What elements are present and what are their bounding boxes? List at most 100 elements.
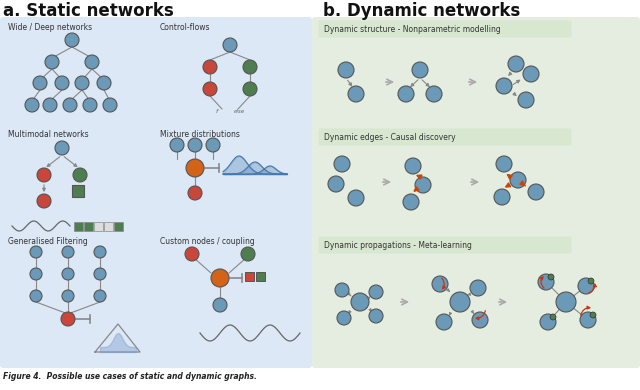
- Text: f: f: [216, 109, 218, 114]
- Circle shape: [432, 276, 448, 292]
- Circle shape: [523, 66, 539, 82]
- Circle shape: [550, 314, 556, 320]
- Circle shape: [588, 278, 594, 284]
- Circle shape: [338, 62, 354, 78]
- Circle shape: [556, 292, 576, 312]
- Circle shape: [45, 55, 59, 69]
- Bar: [72, 185, 84, 197]
- Circle shape: [415, 177, 431, 193]
- Circle shape: [337, 311, 351, 325]
- FancyBboxPatch shape: [319, 128, 572, 145]
- Circle shape: [243, 82, 257, 96]
- Bar: [104, 222, 113, 231]
- Circle shape: [203, 60, 217, 74]
- Circle shape: [55, 76, 69, 90]
- Circle shape: [243, 60, 257, 74]
- Text: a. Static networks: a. Static networks: [3, 2, 173, 20]
- Circle shape: [63, 98, 77, 112]
- Circle shape: [62, 268, 74, 280]
- Circle shape: [37, 194, 51, 208]
- Circle shape: [73, 168, 87, 182]
- Text: Multimodal networks: Multimodal networks: [8, 130, 88, 139]
- Circle shape: [55, 141, 69, 155]
- Circle shape: [578, 278, 594, 294]
- Circle shape: [103, 98, 117, 112]
- Text: Custom nodes / coupling: Custom nodes / coupling: [160, 237, 255, 246]
- Circle shape: [30, 268, 42, 280]
- FancyBboxPatch shape: [0, 17, 312, 368]
- Circle shape: [188, 138, 202, 152]
- Circle shape: [450, 292, 470, 312]
- Circle shape: [369, 285, 383, 299]
- Bar: [74, 222, 83, 231]
- Circle shape: [540, 314, 556, 330]
- Text: Dynamic edges - Causal discovery: Dynamic edges - Causal discovery: [324, 133, 456, 142]
- Circle shape: [348, 86, 364, 102]
- Circle shape: [203, 82, 217, 96]
- Circle shape: [398, 86, 414, 102]
- Circle shape: [412, 62, 428, 78]
- Text: Generalised Filtering: Generalised Filtering: [8, 237, 88, 246]
- Circle shape: [75, 76, 89, 90]
- Circle shape: [508, 56, 524, 72]
- Circle shape: [213, 298, 227, 312]
- Circle shape: [94, 268, 106, 280]
- Circle shape: [33, 76, 47, 90]
- Circle shape: [25, 98, 39, 112]
- Circle shape: [472, 312, 488, 328]
- Text: Mixture distributions: Mixture distributions: [160, 130, 240, 139]
- Circle shape: [185, 247, 199, 261]
- Circle shape: [426, 86, 442, 102]
- FancyBboxPatch shape: [319, 236, 572, 254]
- Circle shape: [188, 186, 202, 200]
- Circle shape: [94, 246, 106, 258]
- Circle shape: [206, 138, 220, 152]
- Circle shape: [83, 98, 97, 112]
- Text: Wide / Deep networks: Wide / Deep networks: [8, 23, 92, 32]
- FancyBboxPatch shape: [312, 17, 640, 368]
- Text: Control-flows: Control-flows: [160, 23, 211, 32]
- Circle shape: [241, 247, 255, 261]
- Circle shape: [335, 283, 349, 297]
- Circle shape: [470, 280, 486, 296]
- Circle shape: [528, 184, 544, 200]
- Bar: [84, 222, 93, 231]
- Circle shape: [170, 138, 184, 152]
- Circle shape: [496, 78, 512, 94]
- Circle shape: [403, 194, 419, 210]
- Circle shape: [223, 38, 237, 52]
- Circle shape: [61, 312, 75, 326]
- Circle shape: [62, 290, 74, 302]
- Circle shape: [65, 33, 79, 47]
- Circle shape: [85, 55, 99, 69]
- Circle shape: [494, 189, 510, 205]
- Circle shape: [580, 312, 596, 328]
- FancyBboxPatch shape: [319, 21, 572, 37]
- Bar: [256, 272, 265, 281]
- Circle shape: [334, 156, 350, 172]
- Bar: [94, 222, 103, 231]
- Circle shape: [510, 172, 526, 188]
- Bar: [114, 222, 123, 231]
- Text: b. Dynamic networks: b. Dynamic networks: [323, 2, 520, 20]
- Circle shape: [97, 76, 111, 90]
- Circle shape: [30, 290, 42, 302]
- Circle shape: [62, 246, 74, 258]
- Circle shape: [538, 274, 554, 290]
- Circle shape: [518, 92, 534, 108]
- Text: Dynamic propagations - Meta-learning: Dynamic propagations - Meta-learning: [324, 241, 472, 250]
- Circle shape: [436, 314, 452, 330]
- Circle shape: [328, 176, 344, 192]
- Circle shape: [548, 274, 554, 280]
- Circle shape: [351, 293, 369, 311]
- Circle shape: [43, 98, 57, 112]
- Circle shape: [30, 246, 42, 258]
- Circle shape: [186, 159, 204, 177]
- Circle shape: [496, 156, 512, 172]
- Circle shape: [211, 269, 229, 287]
- Circle shape: [94, 290, 106, 302]
- Circle shape: [590, 312, 596, 318]
- Circle shape: [369, 309, 383, 323]
- Text: Figure 4.  Possible use cases of static and dynamic graphs.: Figure 4. Possible use cases of static a…: [3, 372, 257, 381]
- Circle shape: [405, 158, 421, 174]
